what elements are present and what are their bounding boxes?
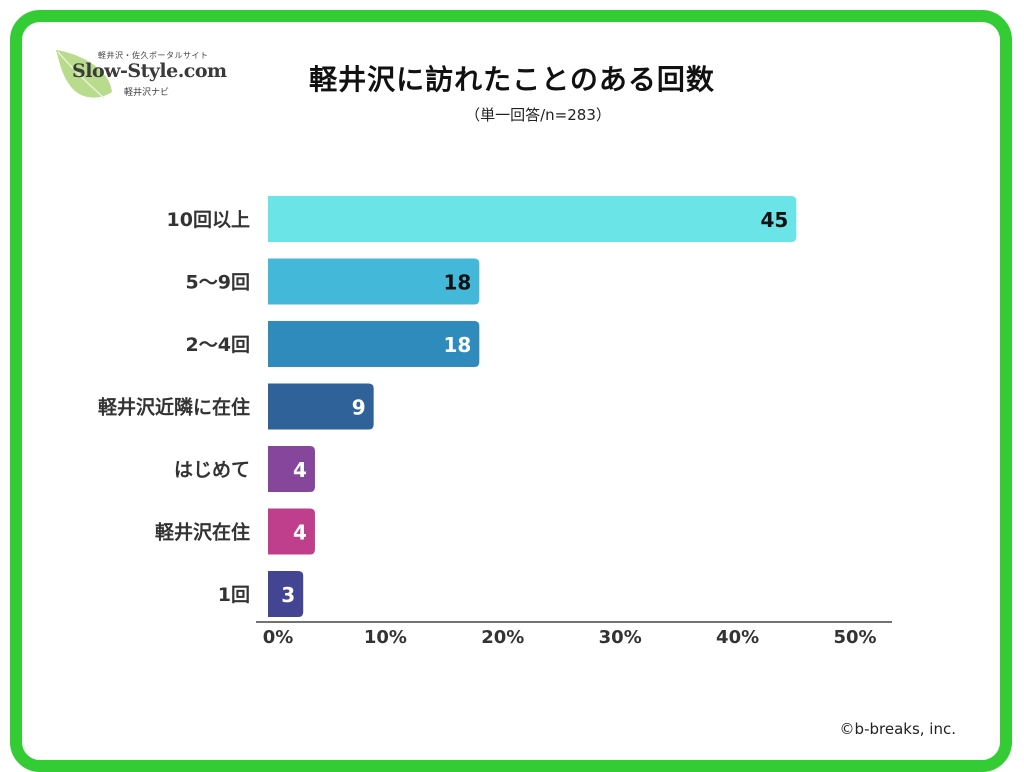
category-label: 10回以上: [167, 209, 250, 231]
leaf-icon: [56, 50, 112, 99]
x-tick-label: 30%: [599, 627, 642, 648]
chart-subtitle: （単一回答/n=283）: [465, 106, 611, 124]
bar: [268, 446, 315, 492]
logo-brand: Slow-Style.com: [72, 60, 227, 82]
chart-title: 軽井沢に訪れたことのある回数: [309, 63, 715, 96]
bar: [268, 258, 480, 305]
category-label: 5〜9回: [186, 272, 250, 294]
category-label: 軽井沢在住: [155, 521, 250, 544]
data-label: 3: [281, 583, 295, 607]
data-label: 18: [443, 333, 471, 357]
x-tick-label: 50%: [833, 627, 876, 648]
category-label: 1回: [218, 584, 250, 606]
x-tick-label: 40%: [716, 627, 759, 648]
data-label: 45: [760, 208, 788, 232]
x-tick-label: 20%: [481, 627, 524, 648]
bar: [268, 321, 480, 367]
data-label: 4: [293, 458, 307, 482]
bar: [268, 196, 797, 242]
copyright: ©b-breaks, inc.: [839, 720, 956, 738]
bar: [268, 383, 374, 430]
x-tick-label: 0%: [263, 627, 294, 648]
category-label: はじめて: [174, 459, 250, 481]
x-tick-label: 10%: [364, 627, 407, 648]
data-label: 18: [443, 271, 471, 295]
data-label: 9: [352, 396, 366, 420]
bar: [268, 571, 304, 617]
bar: [268, 508, 315, 555]
category-label: 軽井沢近隣に在住: [98, 396, 250, 419]
site-logo[interactable]: 軽井沢・佐久ポータルサイト Slow-Style.com 軽井沢ナビ: [52, 48, 252, 104]
green-frame: [10, 10, 1012, 772]
logo-subtitle: 軽井沢ナビ: [124, 88, 170, 98]
category-label: 2〜4回: [186, 334, 250, 356]
logo-tagline: 軽井沢・佐久ポータルサイト: [98, 51, 209, 60]
data-label: 4: [293, 521, 307, 545]
